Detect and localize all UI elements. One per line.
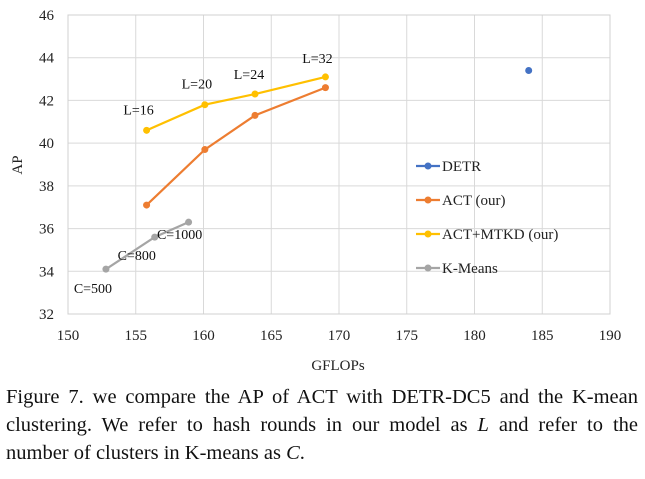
legend-swatch-marker bbox=[424, 230, 432, 238]
legend-label: K-Means bbox=[442, 261, 498, 277]
point-label: L=16 bbox=[123, 103, 153, 118]
y-tick-label: 36 bbox=[39, 222, 55, 238]
data-point bbox=[201, 101, 209, 109]
figure-caption: Figure 7. we compare the AP of ACT with … bbox=[6, 383, 638, 467]
legend-swatch-marker bbox=[424, 264, 432, 272]
data-point bbox=[321, 73, 329, 81]
y-axis-title: AP bbox=[10, 155, 26, 174]
x-axis-ticks: 150 155 160 165 170 175 180 185 190 bbox=[57, 328, 622, 344]
series-act-our bbox=[143, 84, 329, 209]
series-detr bbox=[525, 67, 533, 75]
y-tick-label: 40 bbox=[39, 136, 54, 152]
data-point bbox=[102, 265, 110, 273]
point-label: C=500 bbox=[74, 282, 112, 297]
y-tick-label: 34 bbox=[39, 264, 55, 280]
legend-label: ACT+MTKD (our) bbox=[442, 227, 558, 243]
caption-text-2: and refer to the number of clusters in K… bbox=[6, 414, 638, 464]
legend-label: DETR bbox=[442, 159, 481, 175]
x-tick-label: 185 bbox=[531, 328, 554, 344]
x-tick-label: 150 bbox=[57, 328, 80, 344]
series-layer bbox=[102, 67, 533, 273]
point-label: C=800 bbox=[118, 249, 156, 264]
legend-item: ACT (our) bbox=[416, 193, 505, 209]
y-tick-label: 42 bbox=[39, 93, 54, 109]
data-point bbox=[251, 90, 259, 98]
y-tick-label: 38 bbox=[39, 179, 54, 195]
caption-var-c: C bbox=[286, 442, 300, 464]
point-label: L=20 bbox=[182, 78, 212, 93]
series-line bbox=[146, 75, 326, 132]
caption-text-1: Figure 7. we compare the AP of ACT with … bbox=[6, 386, 638, 436]
series-k-means bbox=[102, 218, 193, 273]
series-line bbox=[145, 86, 326, 206]
data-point bbox=[321, 84, 329, 92]
legend-item: ACT+MTKD (our) bbox=[416, 227, 558, 243]
legend-item: DETR bbox=[416, 159, 481, 175]
x-tick-label: 190 bbox=[599, 328, 622, 344]
y-tick-label: 44 bbox=[39, 51, 55, 67]
x-tick-label: 175 bbox=[396, 328, 419, 344]
y-tick-label: 32 bbox=[39, 307, 54, 323]
caption-text-3: . bbox=[299, 442, 305, 464]
chart-legend: DETR ACT (our) ACT+MTKD (our) K-Means bbox=[416, 159, 558, 277]
legend-item: K-Means bbox=[416, 261, 498, 277]
ap-vs-gflops-chart: 150 155 160 165 170 175 180 185 190 32 34 36 38 40 42… bbox=[10, 8, 622, 374]
y-tick-label: 46 bbox=[39, 8, 55, 24]
legend-swatch-marker bbox=[424, 162, 432, 170]
data-point bbox=[143, 201, 151, 209]
data-point bbox=[185, 218, 193, 226]
chart-grid bbox=[67, 14, 611, 315]
x-axis-title: GFLOPs bbox=[311, 358, 365, 374]
data-point bbox=[201, 146, 209, 154]
x-tick-label: 165 bbox=[260, 328, 283, 344]
x-tick-label: 170 bbox=[328, 328, 351, 344]
x-tick-label: 155 bbox=[125, 328, 148, 344]
y-axis-ticks: 32 34 36 38 40 42 44 46 bbox=[39, 8, 55, 323]
x-tick-label: 160 bbox=[192, 328, 215, 344]
plot-area-frame bbox=[67, 14, 611, 315]
point-label: C=1000 bbox=[157, 228, 202, 243]
caption-var-l: L bbox=[477, 414, 489, 436]
data-point bbox=[251, 111, 259, 119]
legend-swatch-marker bbox=[424, 196, 432, 204]
data-point bbox=[143, 126, 151, 134]
x-tick-label: 180 bbox=[463, 328, 486, 344]
data-point bbox=[525, 67, 533, 75]
point-label: L=32 bbox=[302, 52, 332, 67]
series-act-mtkd-our bbox=[143, 73, 329, 134]
legend-label: ACT (our) bbox=[442, 193, 505, 209]
data-point bbox=[151, 233, 159, 241]
point-label: L=24 bbox=[234, 68, 264, 83]
